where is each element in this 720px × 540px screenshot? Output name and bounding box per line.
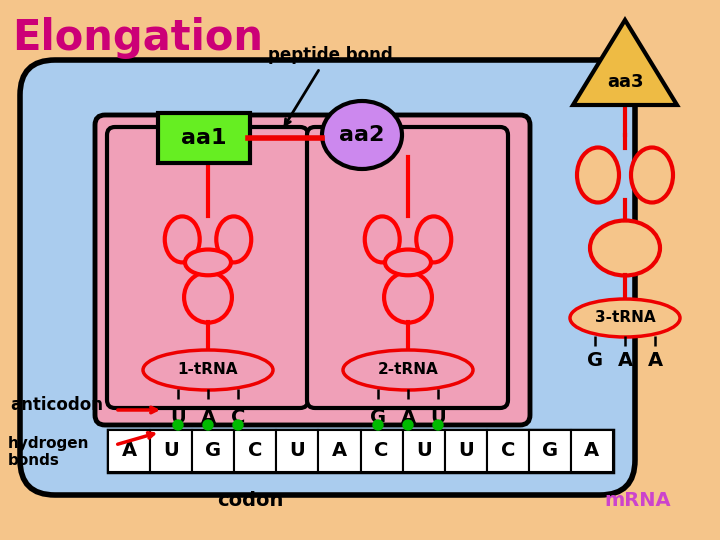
Ellipse shape [631,147,673,202]
Ellipse shape [216,217,251,262]
Ellipse shape [385,249,431,275]
Text: A: A [122,442,137,461]
Text: U: U [170,408,186,427]
Text: peptide bond: peptide bond [268,46,392,64]
FancyBboxPatch shape [307,127,508,408]
Ellipse shape [590,220,660,275]
Text: C: C [248,442,263,461]
Text: anticodon: anticodon [10,396,103,414]
Text: G: G [205,442,221,461]
Circle shape [373,420,383,430]
Text: Elongation: Elongation [12,17,263,59]
Ellipse shape [185,249,231,275]
Bar [108,430,613,472]
Bar [528,430,571,472]
Ellipse shape [416,217,451,262]
Bar [276,430,318,472]
Bar [234,430,276,472]
Text: 2-tRNA: 2-tRNA [377,362,438,377]
Ellipse shape [343,350,473,390]
Text: C: C [231,408,246,427]
FancyBboxPatch shape [107,127,308,408]
Ellipse shape [570,299,680,337]
Circle shape [203,420,213,430]
Text: A: A [647,351,662,370]
Text: G: G [370,408,386,427]
Ellipse shape [184,272,232,323]
Text: codon: codon [217,490,283,510]
Bar [571,430,613,472]
Circle shape [173,420,183,430]
Bar [487,430,528,472]
Text: A: A [400,408,415,427]
Text: U: U [415,442,431,461]
Ellipse shape [365,217,400,262]
Text: G: G [542,442,558,461]
Text: hydrogen
bonds: hydrogen bonds [8,436,89,468]
Text: mRNA: mRNA [605,490,671,510]
FancyBboxPatch shape [158,113,250,163]
Text: aa1: aa1 [181,128,227,148]
Text: A: A [618,351,633,370]
Text: C: C [374,442,389,461]
Bar [150,430,192,472]
Circle shape [233,420,243,430]
Bar [402,430,445,472]
Text: 1-tRNA: 1-tRNA [178,362,238,377]
Ellipse shape [165,217,199,262]
Circle shape [403,420,413,430]
Text: A: A [585,442,600,461]
FancyBboxPatch shape [20,60,635,495]
Bar [445,430,487,472]
Text: G: G [587,351,603,370]
FancyBboxPatch shape [95,115,530,425]
Text: C: C [500,442,515,461]
Ellipse shape [143,350,273,390]
Circle shape [433,420,443,430]
Text: aa3: aa3 [607,73,643,91]
Ellipse shape [395,356,422,380]
Bar [108,430,150,472]
Text: U: U [458,442,474,461]
Ellipse shape [384,272,432,323]
Text: A: A [332,442,347,461]
Bar [192,430,234,472]
Bar [318,430,361,472]
Text: aa2: aa2 [339,125,384,145]
Ellipse shape [322,101,402,169]
Text: U: U [289,442,305,461]
Text: 3-tRNA: 3-tRNA [595,310,655,326]
Ellipse shape [194,356,222,380]
Bar [361,430,402,472]
Polygon shape [573,20,677,105]
Ellipse shape [577,147,619,202]
Text: A: A [200,408,215,427]
Text: U: U [430,408,446,427]
Text: U: U [163,442,179,461]
